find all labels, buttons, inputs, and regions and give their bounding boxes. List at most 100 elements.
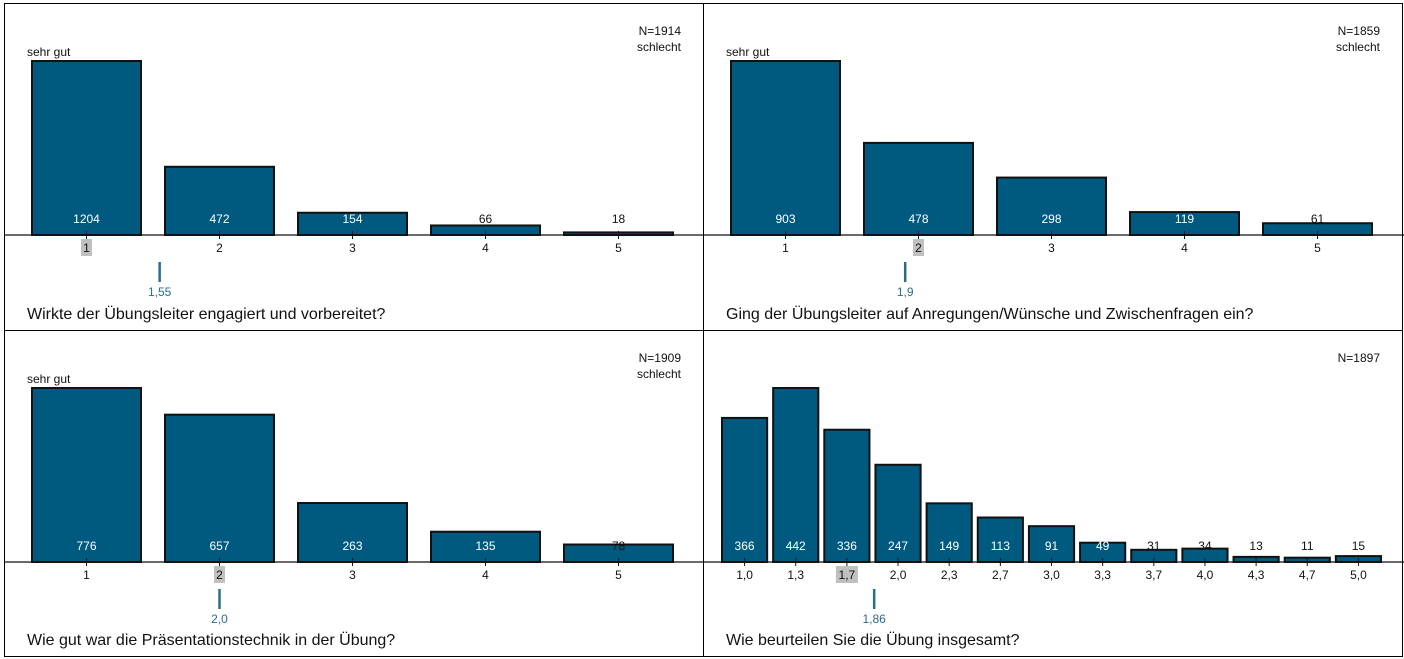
chart-panel-suggestions: 903 1 478 2 298 3 119 4 61 5 1,9 N=1859 schlecht sehr… — [703, 3, 1404, 331]
bar — [996, 176, 1107, 237]
scale-end-label: schlecht — [636, 367, 681, 381]
x-tick-label: 1 — [782, 241, 789, 255]
scale-start-label: sehr gut — [726, 45, 770, 59]
chart-panel-overall: 366 1,0 442 1,3 336 1,7 247 2,0 149 2,3 113 2,7 91 3,… — [703, 330, 1404, 657]
bar-value-label: 336 — [837, 539, 857, 553]
bar-value-label: 135 — [475, 539, 495, 553]
bar-value-label: 13 — [1249, 539, 1263, 553]
bar-value-label: 247 — [888, 539, 908, 553]
x-tick-label: 3 — [1048, 241, 1055, 255]
scale-end-label: schlecht — [636, 40, 681, 54]
x-tick-label: 4 — [1181, 241, 1188, 255]
bar — [31, 60, 142, 236]
bar-value-label: 18 — [612, 212, 626, 226]
bar — [730, 60, 841, 236]
question-text: Wie beurteilen Sie die Übung insgesamt? — [726, 632, 1020, 649]
bar — [164, 413, 275, 564]
chart-svg: 1204 1 472 2 154 3 66 4 18 5 1,55 — [5, 60, 705, 299]
sample-size-label: N=1909 — [638, 351, 681, 365]
x-tick-label: 2 — [216, 568, 223, 582]
scale-end-label: schlecht — [1335, 40, 1380, 54]
x-tick-label: 4 — [482, 241, 489, 255]
x-tick-label: 4,3 — [1248, 568, 1265, 582]
question-text: Wie gut war die Präsentationstechnik in … — [27, 632, 396, 649]
bar — [863, 141, 974, 237]
mean-value-label: 1,9 — [897, 285, 914, 299]
bar — [31, 387, 142, 563]
x-tick-label: 5 — [1314, 241, 1321, 255]
bar — [297, 502, 408, 563]
x-tick-label: 2 — [216, 241, 223, 255]
bar-value-label: 903 — [775, 212, 795, 226]
mean-value-label: 2,0 — [211, 612, 228, 626]
bar — [925, 502, 973, 563]
bar-value-label: 61 — [1311, 212, 1325, 226]
x-tick-label: 1,3 — [787, 568, 804, 582]
x-tick-label: 4 — [482, 568, 489, 582]
bar-value-label: 113 — [991, 539, 1010, 553]
x-tick-label: 2,0 — [890, 568, 907, 582]
bar-value-label: 11 — [1301, 539, 1314, 553]
bar-value-label: 776 — [76, 539, 96, 553]
bar-value-label: 78 — [612, 539, 626, 553]
x-tick-label: 3,7 — [1145, 568, 1162, 582]
chart-panel-engagement: 1204 1 472 2 154 3 66 4 18 5 1,55 N=1914 schlecht seh… — [4, 3, 705, 331]
x-tick-label: 3,0 — [1043, 568, 1060, 582]
x-tick-label: 5,0 — [1350, 568, 1367, 582]
median-highlight — [81, 239, 92, 256]
bar — [976, 516, 1024, 563]
median-highlight — [913, 239, 924, 256]
median-highlight — [214, 566, 225, 583]
bar-value-label: 298 — [1041, 212, 1061, 226]
x-tick-label: 1 — [83, 241, 90, 255]
x-tick-label: 1,0 — [736, 568, 753, 582]
x-tick-label: 2 — [915, 241, 922, 255]
chart-svg: 776 1 657 2 263 3 135 4 78 5 2,0 — [5, 387, 705, 626]
bar — [772, 387, 820, 563]
bar-value-label: 154 — [342, 212, 362, 226]
bar — [164, 165, 275, 236]
bar-value-label: 149 — [939, 539, 959, 553]
x-tick-label: 5 — [615, 568, 622, 582]
bar-value-label: 472 — [209, 212, 229, 226]
sample-size-label: N=1914 — [638, 24, 681, 38]
x-tick-label: 1 — [83, 568, 90, 582]
bar-value-label: 263 — [342, 539, 362, 553]
bar — [874, 463, 922, 563]
x-tick-label: 5 — [615, 241, 622, 255]
bar-value-label: 31 — [1147, 539, 1161, 553]
x-tick-label: 3,3 — [1094, 568, 1111, 582]
mean-value-label: 1,86 — [862, 612, 886, 626]
bar-value-label: 478 — [908, 212, 928, 226]
median-highlight — [835, 566, 858, 583]
x-tick-label: 4,7 — [1299, 568, 1316, 582]
chart-svg: 903 1 478 2 298 3 119 4 61 5 1,9 — [704, 60, 1404, 299]
x-tick-label: 1,7 — [839, 568, 856, 582]
bar-value-label: 49 — [1096, 539, 1110, 553]
bar-value-label: 66 — [479, 212, 493, 226]
chart-panel-presentation: 776 1 657 2 263 3 135 4 78 5 2,0 N=1909 schlecht sehr… — [4, 330, 705, 657]
bar-value-label: 442 — [786, 539, 806, 553]
x-tick-label: 2,3 — [941, 568, 958, 582]
bar-value-label: 366 — [735, 539, 755, 553]
scale-start-label: sehr gut — [27, 45, 71, 59]
x-tick-label: 4,0 — [1197, 568, 1214, 582]
chart-svg: 366 1,0 442 1,3 336 1,7 247 2,0 149 2,3 113 2,7 91 3,… — [704, 387, 1404, 626]
bar-value-label: 91 — [1045, 539, 1059, 553]
bar-value-label: 657 — [209, 539, 229, 553]
bar-value-label: 1204 — [73, 212, 100, 226]
x-tick-label: 3 — [349, 241, 356, 255]
bar — [430, 530, 541, 564]
question-text: Ging der Übungsleiter auf Anregungen/Wün… — [726, 306, 1254, 323]
scale-start-label: sehr gut — [27, 372, 71, 386]
bar — [721, 416, 769, 563]
bar-value-label: 119 — [1175, 212, 1194, 226]
x-tick-label: 2,7 — [992, 568, 1009, 582]
bar-value-label: 15 — [1352, 539, 1366, 553]
sample-size-label: N=1859 — [1337, 24, 1380, 38]
sample-size-label: N=1897 — [1337, 351, 1380, 365]
mean-value-label: 1,55 — [148, 285, 172, 299]
bar-value-label: 34 — [1198, 539, 1212, 553]
question-text: Wirkte der Übungsleiter engagiert und vo… — [27, 306, 386, 323]
x-tick-label: 3 — [349, 568, 356, 582]
